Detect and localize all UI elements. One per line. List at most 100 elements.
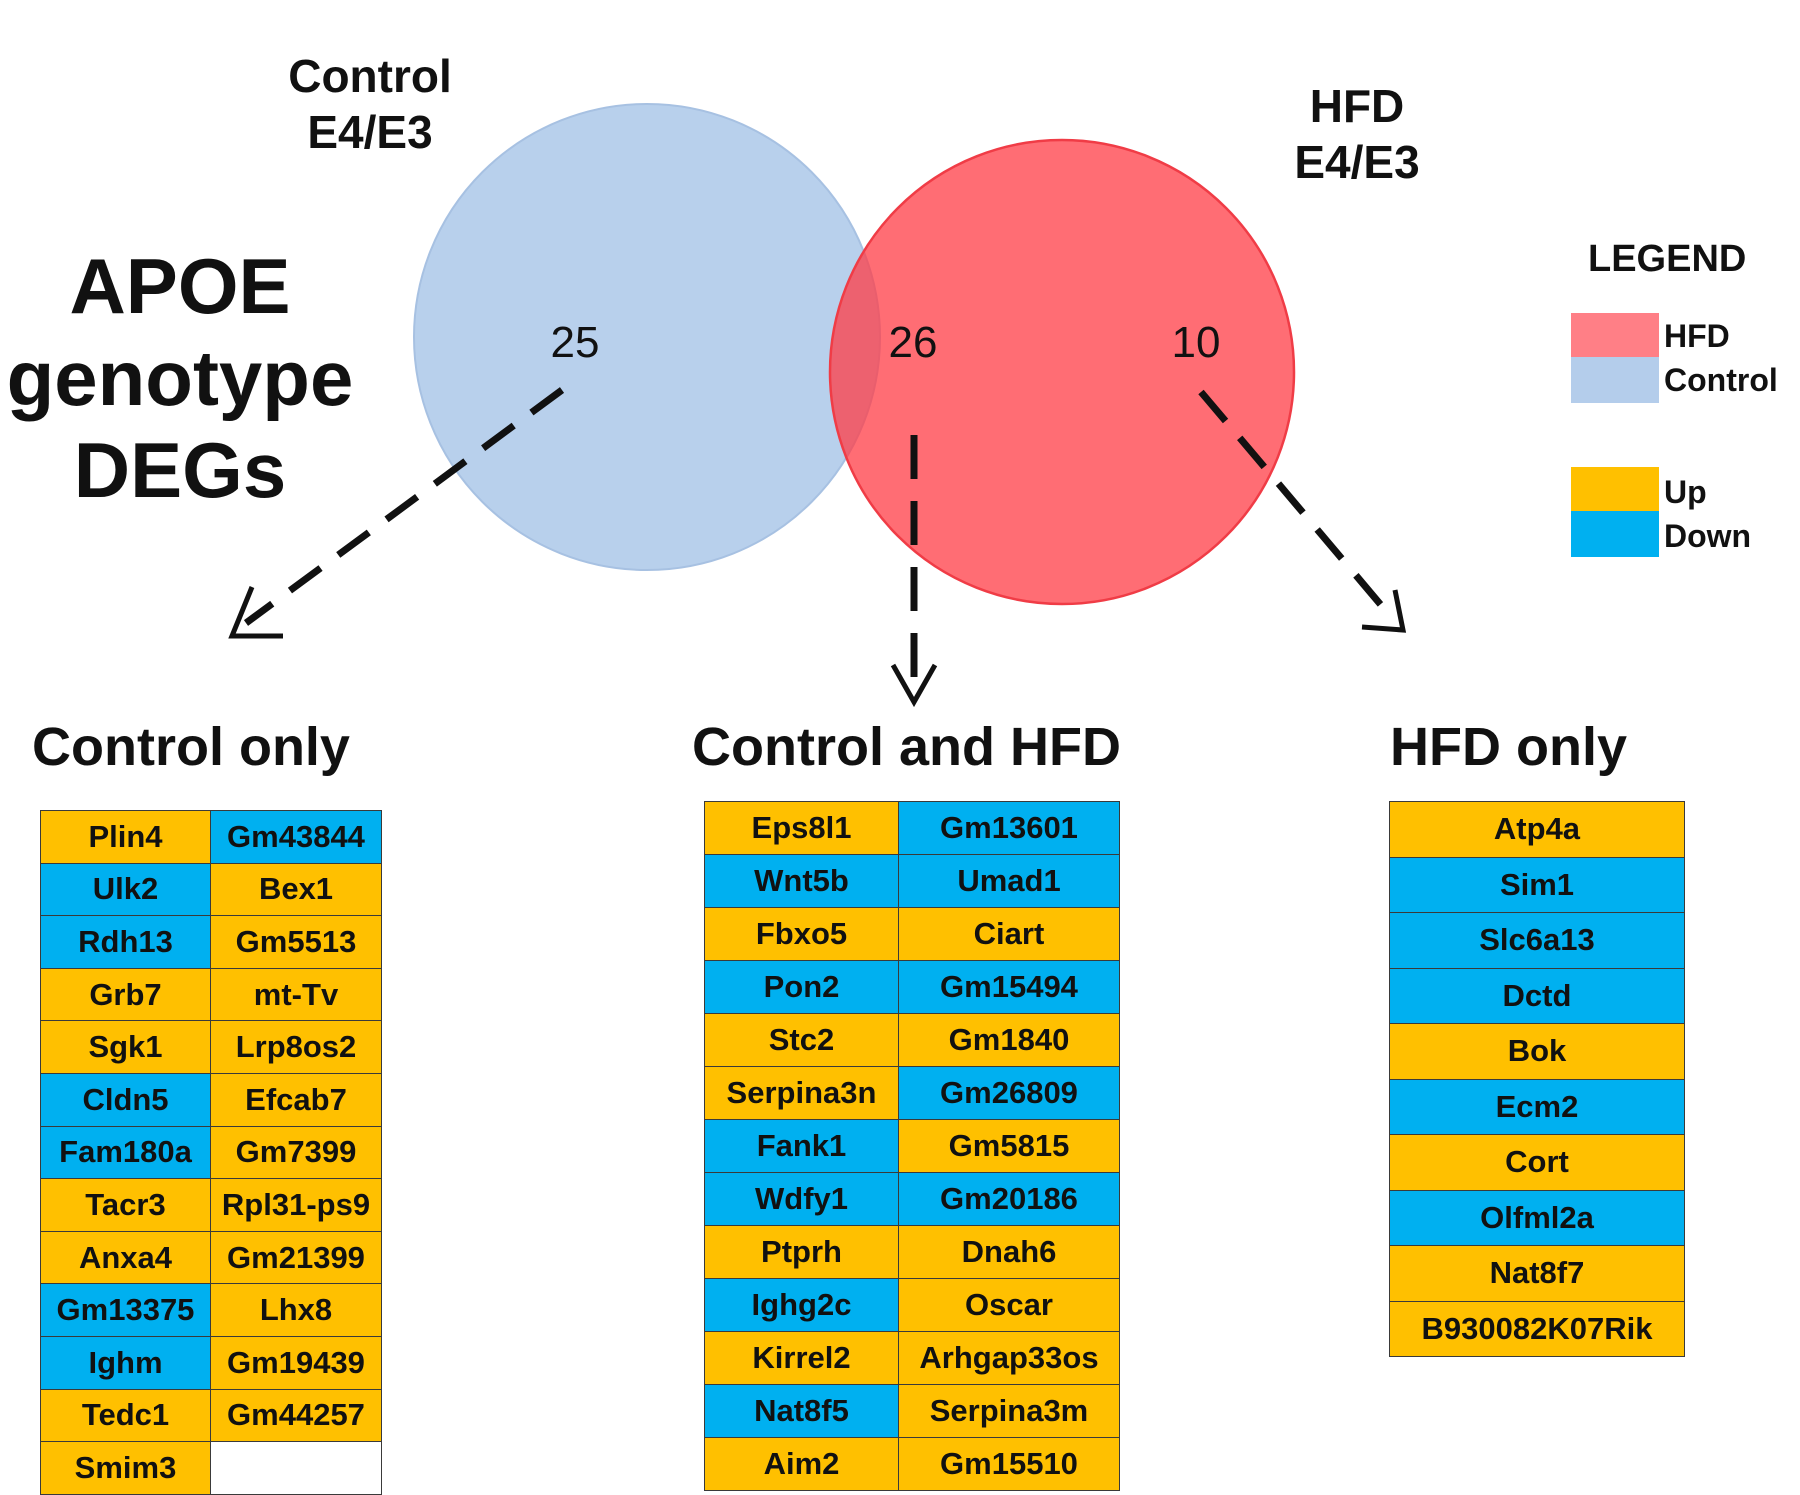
hfd-circle <box>828 138 1296 606</box>
gene-row: Wnt5b Umad1 <box>704 854 1120 908</box>
gene-row: Pon2 Gm15494 <box>704 960 1120 1014</box>
gene-cell: Wnt5b <box>704 854 899 908</box>
legend-label-up: Up <box>1664 474 1707 510</box>
legend-label-down: Down <box>1664 518 1752 554</box>
gene-table-both: Eps8l1 Gm13601 Wnt5b Umad1 Fbxo5 Ciart Pon2 Gm1… <box>704 801 1120 1491</box>
gene-cell: Tedc1 <box>40 1388 211 1443</box>
section-title-both: Control and HFD <box>692 717 1121 777</box>
gene-cell: Bex1 <box>210 862 382 917</box>
gene-table-hfd-only: Atp4a Sim1 Slc6a13 Dctd Bok Ecm2 Cort Olfml2a Na… <box>1389 801 1685 1357</box>
gene-cell: Dctd <box>1389 967 1685 1024</box>
count-both: 26 <box>888 318 938 367</box>
hfd-set-label: HFD E4/E3 <box>1207 78 1507 190</box>
gene-cell: Ciart <box>898 907 1120 961</box>
gene-row: Nat8f5 Serpina3m <box>704 1384 1120 1438</box>
gene-cell: Gm15494 <box>898 960 1120 1014</box>
gene-cell: Grb7 <box>40 967 211 1022</box>
gene-row: Sim1 <box>1389 856 1685 913</box>
gene-row: Dctd <box>1389 967 1685 1024</box>
gene-row: Fam180a Gm7399 <box>40 1125 382 1180</box>
count-control-only: 25 <box>550 318 600 367</box>
gene-cell: Slc6a13 <box>1389 912 1685 969</box>
gene-row: Serpina3n Gm26809 <box>704 1066 1120 1120</box>
gene-cell: Serpina3n <box>704 1066 899 1120</box>
gene-row: Kirrel2 Arhgap33os <box>704 1331 1120 1385</box>
gene-cell: B930082K07Rik <box>1389 1300 1685 1357</box>
gene-cell: Ptprh <box>704 1225 899 1279</box>
gene-table-control-only: Plin4 Gm43844 Ulk2 Bex1 Rdh13 Gm5513 Grb7 mt-Tv… <box>40 810 382 1495</box>
gene-cell: Ecm2 <box>1389 1078 1685 1135</box>
gene-cell: Oscar <box>898 1278 1120 1332</box>
arrow-hfd-only <box>1198 389 1407 633</box>
gene-cell: Gm5815 <box>898 1119 1120 1173</box>
control-set-label-line2: E4/E3 <box>307 106 433 158</box>
gene-cell: Gm44257 <box>210 1388 382 1443</box>
gene-cell: Fank1 <box>704 1119 899 1173</box>
gene-cell: Tacr3 <box>40 1178 211 1232</box>
gene-row: Tacr3 Rpl31-ps9 <box>40 1178 382 1232</box>
gene-cell: Ighg2c <box>704 1278 899 1332</box>
arrow-control-only <box>228 387 565 639</box>
gene-cell: Arhgap33os <box>898 1331 1120 1385</box>
gene-row: Grb7 mt-Tv <box>40 967 382 1022</box>
gene-row: Eps8l1 Gm13601 <box>704 801 1120 855</box>
main-title-line3: DEGs <box>73 426 287 514</box>
gene-row: Fbxo5 Ciart <box>704 907 1120 961</box>
gene-cell: Gm7399 <box>210 1125 382 1180</box>
legend-label-hfd: HFD <box>1664 318 1730 354</box>
main-title-line2: genotype <box>6 334 354 422</box>
gene-cell: Ulk2 <box>40 862 211 917</box>
gene-cell: Aim2 <box>704 1437 899 1491</box>
gene-row: Fank1 Gm5815 <box>704 1119 1120 1173</box>
legend-label-control: Control <box>1664 362 1778 398</box>
gene-row: Sgk1 Lrp8os2 <box>40 1020 382 1074</box>
gene-row: Bok <box>1389 1023 1685 1080</box>
gene-cell: Olfml2a <box>1389 1189 1685 1246</box>
gene-cell: Smim3 <box>40 1441 211 1495</box>
control-circle <box>413 103 881 571</box>
gene-row: Plin4 Gm43844 <box>40 810 382 864</box>
gene-row: Olfml2a <box>1389 1189 1685 1246</box>
gene-row: Wdfy1 Gm20186 <box>704 1172 1120 1226</box>
legend-swatch-down <box>1571 511 1659 557</box>
gene-row: Smim3 <box>40 1441 382 1495</box>
gene-row: B930082K07Rik <box>1389 1300 1685 1357</box>
main-title: APOE genotype DEGs <box>0 240 360 516</box>
gene-cell: Gm19439 <box>210 1335 382 1390</box>
count-hfd-only: 10 <box>1171 318 1221 367</box>
gene-cell: Serpina3m <box>898 1384 1120 1438</box>
gene-cell: Ighm <box>40 1335 211 1390</box>
gene-cell: Cort <box>1389 1134 1685 1191</box>
gene-row: Tedc1 Gm44257 <box>40 1388 382 1443</box>
legend-title: LEGEND <box>1588 238 1747 280</box>
legend-swatch-up <box>1571 467 1659 511</box>
section-title-control-only: Control only <box>32 717 350 777</box>
hfd-set-label-line2: E4/E3 <box>1294 136 1420 188</box>
gene-cell: Anxa4 <box>40 1230 211 1285</box>
gene-cell: Nat8f5 <box>704 1384 899 1438</box>
legend-swatch-control <box>1571 357 1659 403</box>
gene-row: Ighg2c Oscar <box>704 1278 1120 1332</box>
gene-cell: Gm20186 <box>898 1172 1120 1226</box>
gene-row: Ighm Gm19439 <box>40 1335 382 1390</box>
gene-cell: Gm15510 <box>898 1437 1120 1491</box>
gene-cell: Pon2 <box>704 960 899 1014</box>
control-set-label-line1: Control <box>288 50 452 102</box>
gene-cell: Nat8f7 <box>1389 1245 1685 1302</box>
gene-cell: Plin4 <box>40 810 211 864</box>
gene-cell: Gm1840 <box>898 1013 1120 1067</box>
gene-cell: Fbxo5 <box>704 907 899 961</box>
gene-cell: Bok <box>1389 1023 1685 1080</box>
gene-cell: Rdh13 <box>40 915 211 969</box>
section-title-hfd-only: HFD only <box>1390 717 1627 777</box>
gene-cell: Stc2 <box>704 1013 899 1067</box>
gene-cell: mt-Tv <box>210 967 382 1022</box>
gene-row: Aim2 Gm15510 <box>704 1437 1120 1491</box>
gene-row: Ecm2 <box>1389 1078 1685 1135</box>
gene-cell: Sim1 <box>1389 856 1685 913</box>
hfd-set-label-line1: HFD <box>1309 80 1405 132</box>
gene-row: Ptprh Dnah6 <box>704 1225 1120 1279</box>
gene-row: Nat8f7 <box>1389 1245 1685 1302</box>
gene-cell: Dnah6 <box>898 1225 1120 1279</box>
